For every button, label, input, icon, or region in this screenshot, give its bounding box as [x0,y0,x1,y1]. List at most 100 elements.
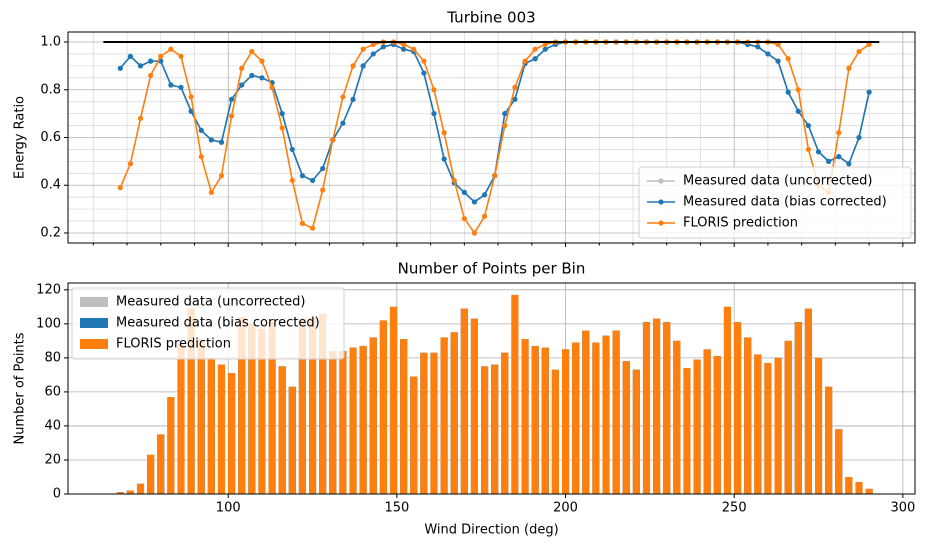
bar [541,347,549,494]
bar [369,337,377,494]
series-marker [846,65,852,71]
bar [147,454,155,494]
series-marker [188,94,194,100]
series-marker [461,216,467,222]
legend-label: Measured data (bias corrected) [683,195,887,210]
series-marker [866,89,872,95]
series-marker [198,153,204,160]
bar [572,342,580,494]
x-tick-label: 150 [384,501,409,516]
legend-label: FLORIS prediction [116,337,231,352]
legend-swatch [658,178,664,184]
y-tick-label: 0.6 [40,130,61,145]
series-marker [117,65,123,71]
bar [653,318,661,494]
series-marker [208,137,214,143]
chart-title: Number of Points per Bin [398,260,586,278]
series-marker [137,115,144,122]
bar [774,357,782,494]
bar [663,322,671,494]
x-tick-label: 250 [722,501,747,516]
bar [258,328,266,494]
y-tick-label: 20 [44,452,61,467]
bar [501,352,509,494]
y-tick-label: 80 [44,350,61,365]
y-tick-label: 120 [36,282,61,297]
bar [865,488,873,494]
series-marker [148,72,154,79]
bar [723,306,731,494]
series-marker [542,41,548,48]
plot-frame [67,31,916,244]
bar [379,320,387,494]
series-marker [198,127,204,133]
bar [481,366,489,494]
series-marker [330,137,336,143]
legend-label: FLORIS prediction [683,216,798,231]
legend-label: Measured data (uncorrected) [683,174,872,189]
series-marker [249,48,255,55]
series-marker [856,134,862,141]
series-marker [340,120,346,126]
bar [632,369,640,494]
series-marker [826,158,832,164]
legend-swatch [80,318,108,328]
bar [622,361,630,494]
bar [612,330,620,494]
bar [136,483,145,494]
bar [511,294,519,494]
bar [319,313,327,494]
series-marker [805,146,812,153]
series-marker [401,41,407,48]
series-marker [481,192,488,198]
series-marker [228,96,235,102]
bar [126,490,134,494]
series-marker [512,84,518,90]
bar [764,362,772,494]
bar [450,332,458,494]
bar [794,322,802,494]
series-marker [492,173,498,179]
series-marker [522,58,528,64]
series-marker [168,82,174,88]
bar [116,492,124,494]
series-marker [775,58,781,64]
series-marker [431,111,437,117]
series-marker [471,230,478,236]
bar [602,335,610,494]
bar [217,364,226,494]
legend-swatch [80,297,108,307]
bar [440,337,448,494]
series-marker [805,122,812,129]
series-marker [188,108,194,114]
y-axis-label: Number of Points [13,332,28,444]
series-marker [239,65,245,71]
series-marker [269,84,275,90]
series-marker [512,96,518,102]
x-tick-label: 200 [553,501,578,516]
series-marker [350,96,356,102]
bar [298,318,306,494]
bar [582,330,590,494]
series-marker [401,46,407,52]
series-marker [299,220,306,227]
bar [389,306,398,494]
bar [470,318,479,494]
series-marker [532,56,538,62]
bar [349,347,357,494]
series-marker [502,111,508,117]
y-tick-label: 60 [44,384,61,399]
series-marker [340,94,346,100]
series-marker [350,63,356,69]
bar [784,340,792,494]
bar [278,366,286,494]
bar [521,339,529,494]
series-marker [178,84,184,90]
series-marker [785,56,791,62]
series-marker [289,146,295,153]
bar [734,322,742,494]
bar [825,386,833,494]
series-marker [259,75,265,81]
bar [551,369,559,494]
bar [460,308,468,494]
